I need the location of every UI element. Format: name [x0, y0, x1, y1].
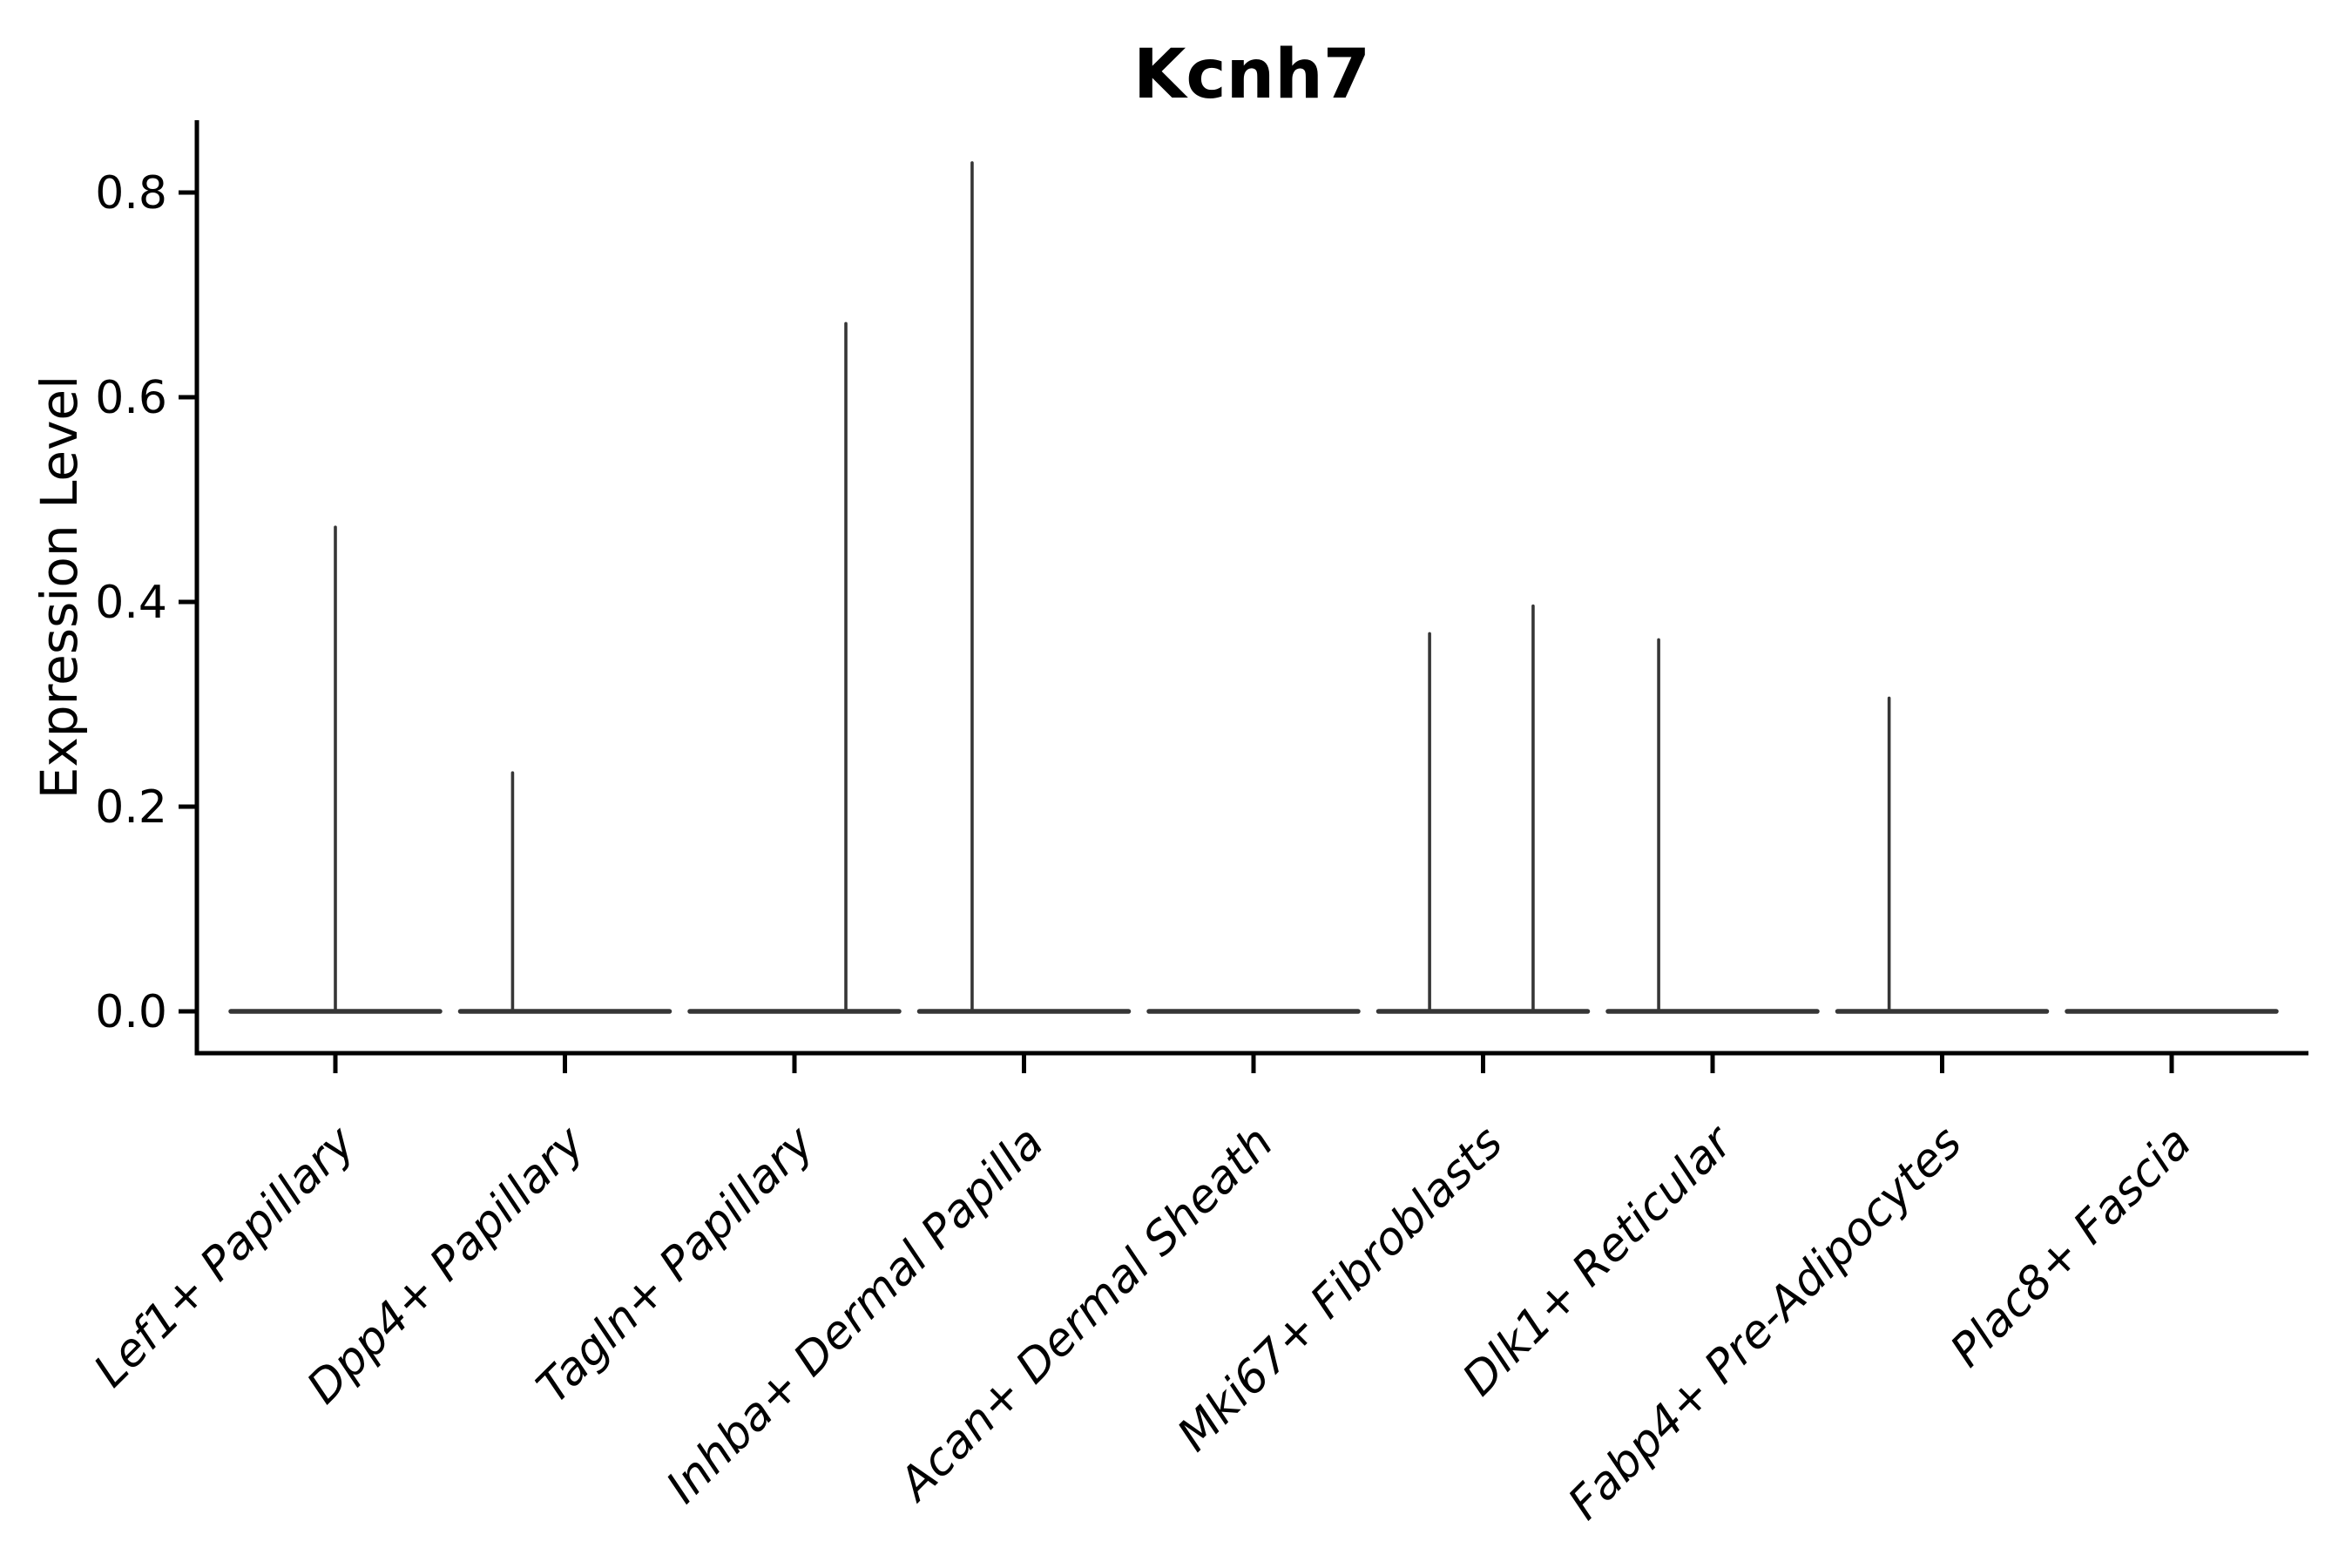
x-tick-label: Inhba+ Dermal Papilla — [657, 1117, 1054, 1514]
violin — [916, 161, 1132, 1014]
violin — [457, 771, 672, 1014]
axes-layer — [179, 120, 2308, 1073]
x-tick-label: Plac8+ Fascia — [1941, 1117, 2201, 1377]
x-tick-label: Fabp4+ Pre-Adipocytes — [1558, 1117, 1972, 1531]
chart-title: Kcnh7 — [1133, 36, 1370, 114]
violin — [1375, 604, 1591, 1014]
y-tick-label: 0.6 — [95, 372, 167, 424]
y-axis-label: Expression Level — [30, 375, 89, 799]
violin — [1835, 696, 2050, 1014]
x-tick-label: Acan+ Dermal Sheath — [888, 1117, 1283, 1512]
violin — [687, 321, 902, 1014]
violins-layer — [228, 161, 2279, 1014]
y-tick-label: 0.8 — [95, 167, 167, 220]
y-tick-label: 0.0 — [95, 986, 167, 1038]
y-tick-label: 0.2 — [95, 781, 167, 834]
y-tick-label: 0.4 — [95, 577, 167, 629]
violin — [1605, 638, 1820, 1014]
violin — [228, 525, 443, 1014]
